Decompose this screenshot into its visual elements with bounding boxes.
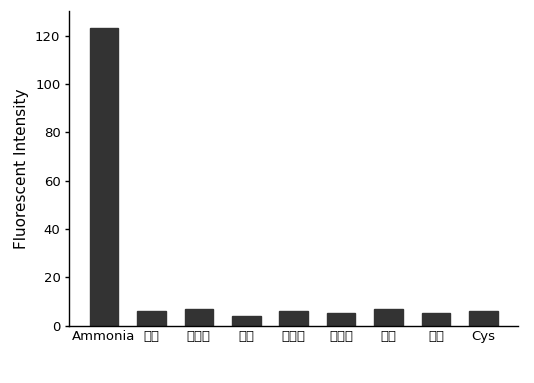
Bar — [232, 316, 261, 326]
Bar — [422, 313, 450, 326]
Bar — [374, 309, 403, 326]
Bar — [327, 313, 355, 326]
Bar — [279, 311, 308, 326]
Bar — [137, 311, 166, 326]
Bar — [185, 309, 213, 326]
Y-axis label: Fluorescent Intensity: Fluorescent Intensity — [14, 88, 29, 249]
Bar — [90, 28, 118, 326]
Bar — [469, 311, 498, 326]
